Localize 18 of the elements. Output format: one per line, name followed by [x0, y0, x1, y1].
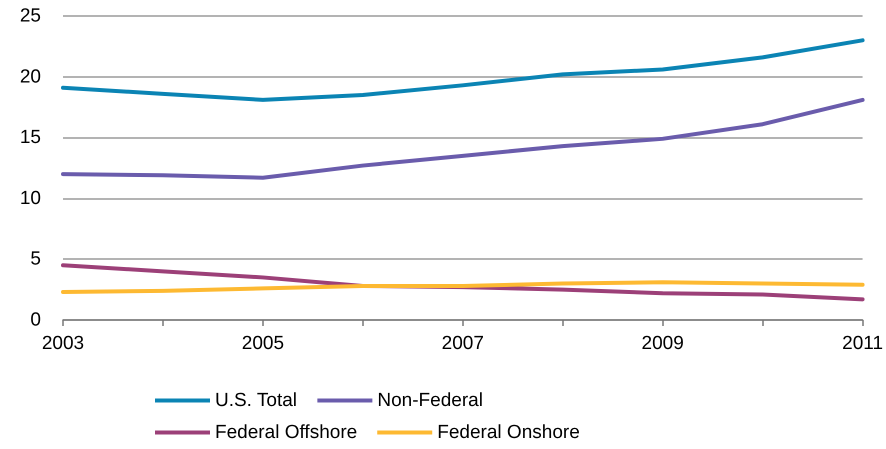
y-tick-label: 10 [20, 188, 41, 209]
x-tick-label: 2009 [642, 333, 684, 354]
y-tick-label: 20 [20, 66, 41, 88]
y-tick-label: 0 [30, 310, 41, 330]
legend-label: U.S. Total [215, 390, 298, 411]
x-tick-label: 2007 [442, 333, 484, 354]
legend-label: Federal Onshore [437, 422, 580, 443]
line-series [61, 98, 865, 180]
y-tick-label: 5 [30, 248, 41, 270]
y-tick-label: 25 [20, 6, 41, 26]
y-tick-label: 15 [20, 127, 41, 148]
legend-label: Federal Offshore [215, 422, 358, 443]
x-tick-label: 2003 [42, 333, 84, 354]
x-tick-label: 2005 [242, 333, 284, 354]
legend-label: Non-Federal [377, 390, 483, 411]
line-series [61, 38, 865, 102]
line-series [61, 280, 865, 294]
x-tick-label: 2011 [842, 333, 883, 354]
